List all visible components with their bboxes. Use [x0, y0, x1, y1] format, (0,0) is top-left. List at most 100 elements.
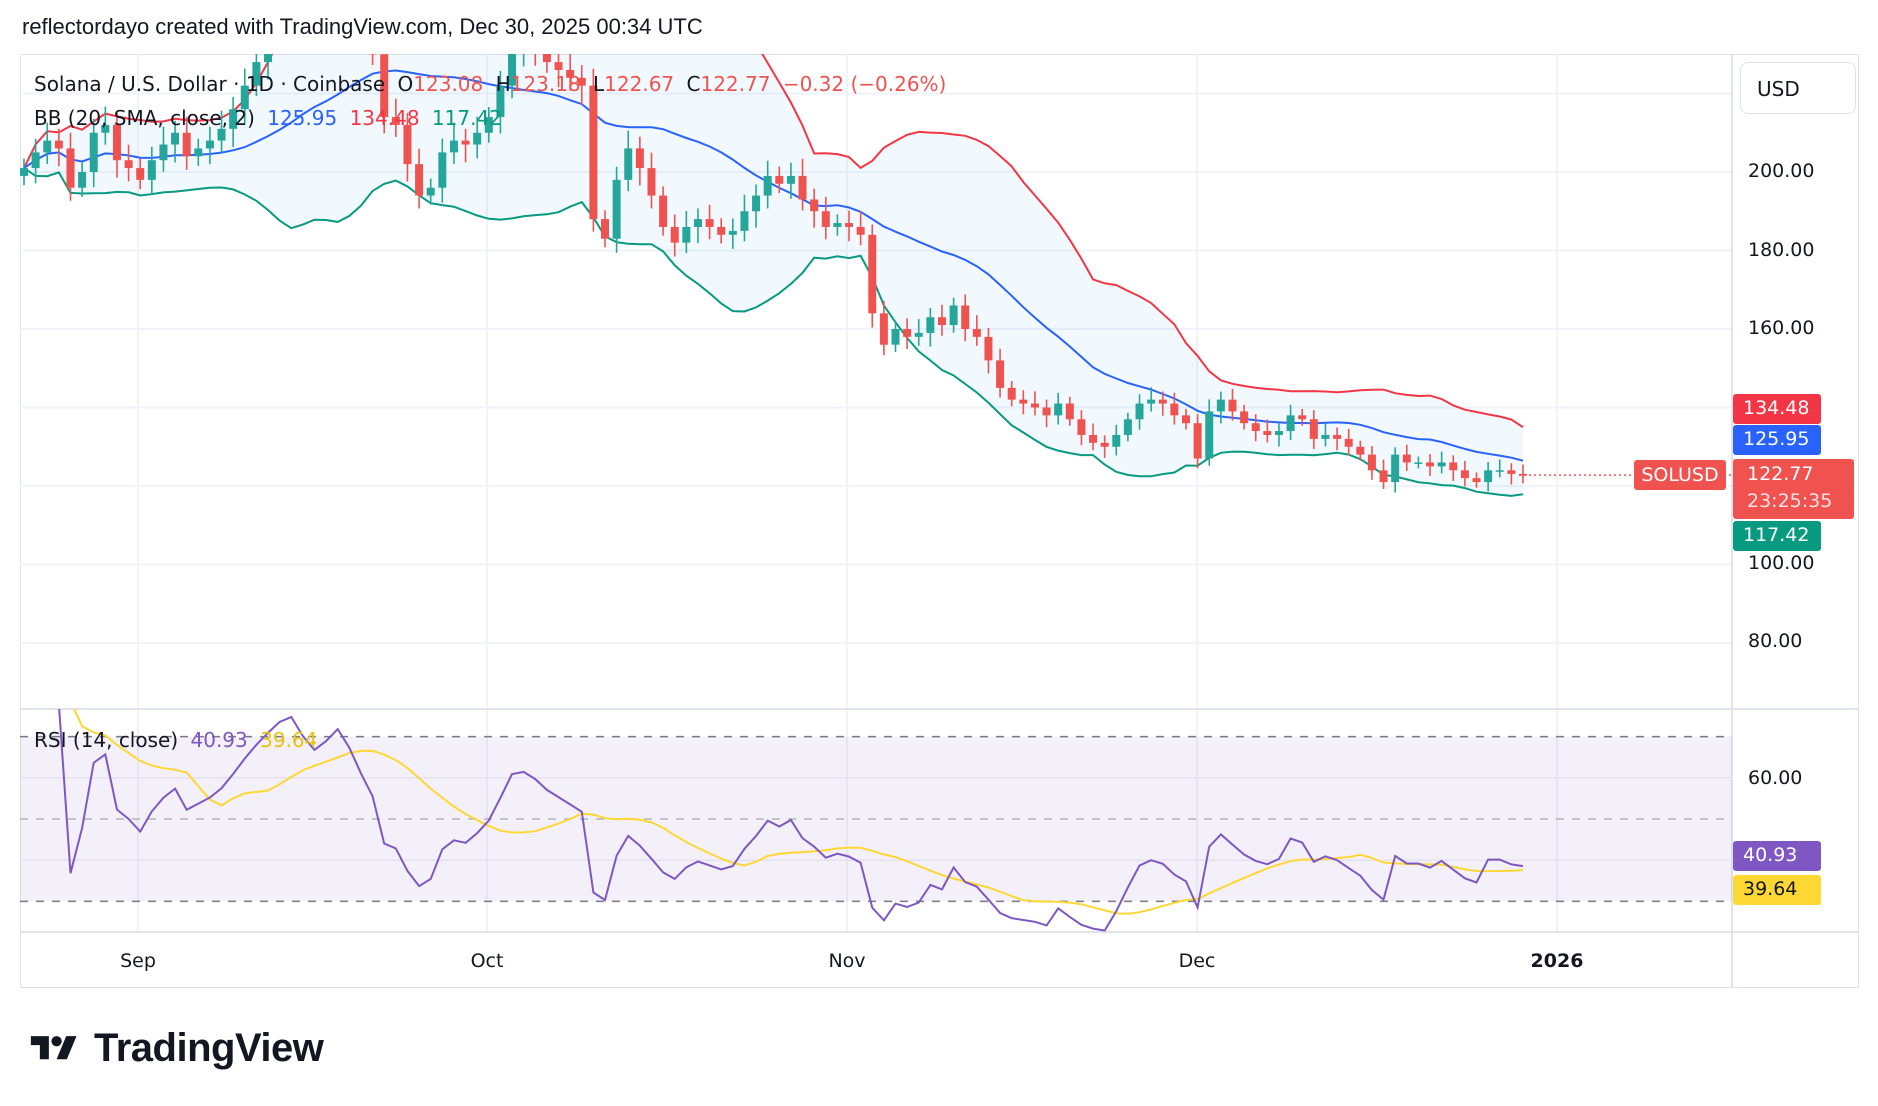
- candle: [1054, 392, 1063, 425]
- candle: [496, 70, 505, 134]
- open-value: 123.08: [413, 72, 484, 96]
- candle: [415, 148, 424, 209]
- candle: [534, 54, 537, 66]
- candle-body: [112, 124, 121, 161]
- candle: [1007, 381, 1016, 407]
- candle-body: [728, 230, 737, 235]
- candle-body: [1414, 462, 1423, 464]
- candle-body: [1286, 415, 1295, 432]
- candle: [577, 65, 586, 105]
- tradingview-wordmark: TradingView: [94, 1026, 324, 1070]
- candle-body: [520, 42, 528, 46]
- rsi-badge: 40.93: [1733, 841, 1821, 871]
- bb-legend[interactable]: BB (20, SMA, close, 2) 125.95 134.48 117…: [34, 106, 508, 130]
- candle-body: [635, 148, 644, 169]
- candle-body: [786, 175, 795, 184]
- candle-body: [996, 360, 1005, 388]
- candle-body: [136, 168, 145, 180]
- candle: [449, 122, 458, 165]
- candle-body: [54, 140, 63, 149]
- candle-body: [1460, 470, 1469, 479]
- rsi-legend[interactable]: RSI (14, close) 40.93 39.64: [34, 728, 323, 752]
- candle-body: [542, 54, 551, 63]
- rsi-value: 40.93: [190, 728, 248, 752]
- candle: [717, 218, 726, 244]
- symbol-legend: Solana / U.S. Dollar · 1D · Coinbase O12…: [34, 72, 952, 96]
- symbol-title[interactable]: Solana / U.S. Dollar · 1D · Coinbase: [34, 72, 386, 96]
- candle-body: [124, 160, 133, 169]
- time-tick: Oct: [470, 950, 504, 972]
- symbol-badge: SOLUSD: [1634, 460, 1726, 490]
- candle-body: [1147, 399, 1156, 404]
- candle: [1274, 423, 1283, 447]
- candle: [484, 106, 493, 143]
- candle-body: [322, 15, 330, 31]
- candle: [1251, 414, 1260, 442]
- candle: [299, 0, 307, 35]
- candle-body: [1402, 454, 1411, 463]
- candle: [1100, 435, 1109, 458]
- candle: [380, 54, 389, 134]
- candle: [996, 348, 1005, 398]
- candle-body: [1298, 415, 1307, 420]
- candle: [1228, 388, 1237, 421]
- candle-body: [693, 219, 702, 227]
- candle-body: [229, 109, 238, 129]
- candle: [1484, 462, 1493, 492]
- candle: [357, 0, 365, 46]
- chart-attribution: reflectordayo created with TradingView.c…: [22, 14, 703, 39]
- candle-body: [1193, 423, 1202, 459]
- candle-body: [717, 226, 726, 235]
- candle-body: [1449, 462, 1458, 471]
- candle: [1402, 444, 1411, 471]
- candle: [473, 116, 482, 159]
- candle-body: [264, 54, 273, 63]
- candle-body: [252, 62, 261, 86]
- candle: [1495, 459, 1504, 478]
- candle: [1089, 423, 1098, 451]
- tradingview-logo[interactable]: TradingView: [24, 1026, 324, 1071]
- candle-body: [1123, 419, 1132, 435]
- candle-body: [205, 140, 214, 149]
- candle: [972, 315, 981, 346]
- candle: [1367, 446, 1376, 480]
- candle-body: [1007, 387, 1016, 400]
- candle: [624, 130, 633, 192]
- candle: [1112, 424, 1121, 456]
- candle: [264, 54, 273, 80]
- candle-body: [1077, 419, 1086, 435]
- candle: [240, 68, 249, 124]
- candle: [368, 54, 377, 66]
- candle: [868, 224, 877, 328]
- candle-body: [1507, 470, 1516, 474]
- candle-body: [101, 124, 110, 133]
- candle-body: [1309, 419, 1318, 439]
- candle: [1182, 408, 1190, 430]
- candle-body: [508, 54, 517, 86]
- candle-body: [1518, 473, 1527, 476]
- tradingview-logo-icon: [30, 1035, 77, 1059]
- candle-body: [1274, 431, 1283, 435]
- candle-body: [159, 144, 168, 161]
- candle-body: [682, 226, 691, 243]
- candle: [1321, 423, 1330, 447]
- candle: [287, 0, 295, 36]
- candle: [520, 42, 528, 67]
- bb-lower-badge: 117.42: [1733, 521, 1821, 551]
- candle-body: [1158, 399, 1167, 404]
- candle: [810, 188, 819, 228]
- candle: [147, 146, 156, 196]
- candle: [252, 54, 261, 97]
- candle: [66, 132, 75, 201]
- candle: [1135, 394, 1144, 430]
- candle-body: [1030, 403, 1039, 408]
- candle: [136, 158, 145, 190]
- currency-button[interactable]: USD: [1740, 62, 1856, 114]
- bb-basis-line: [23, 69, 1524, 462]
- candle: [647, 152, 656, 209]
- candle-body: [1437, 462, 1446, 467]
- candle: [1077, 410, 1086, 446]
- candle-body: [1042, 407, 1051, 416]
- candle: [961, 294, 970, 342]
